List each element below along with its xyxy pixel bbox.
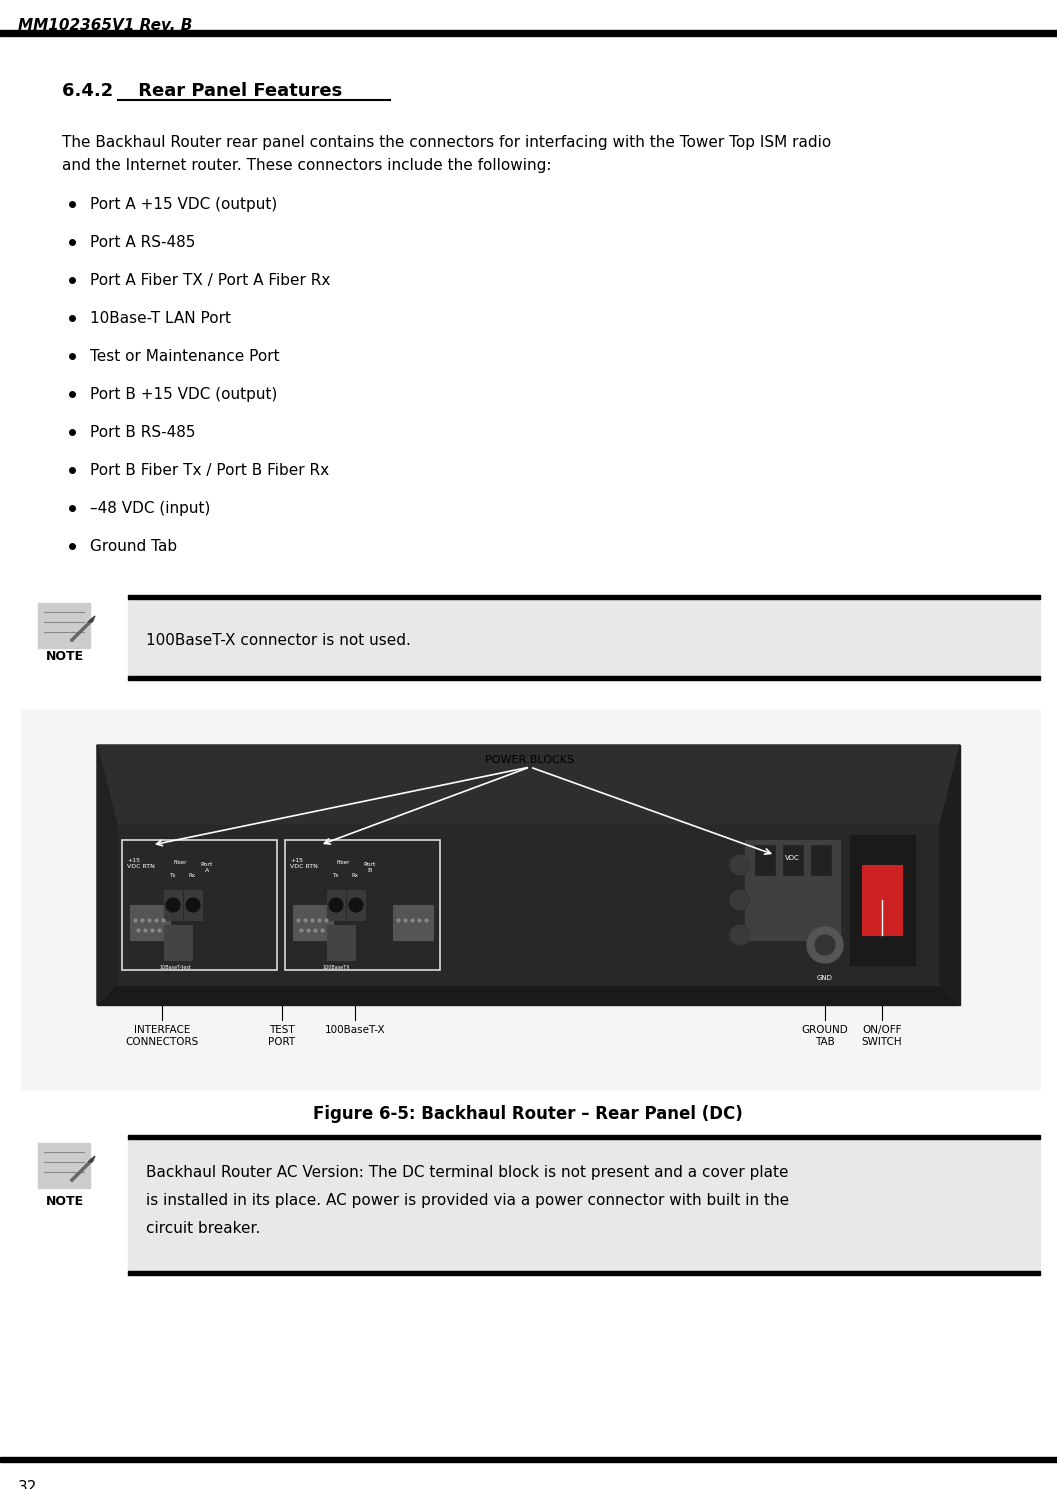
Circle shape <box>806 928 843 963</box>
Text: The Backhaul Router rear panel contains the connectors for interfacing with the : The Backhaul Router rear panel contains … <box>62 135 831 150</box>
Bar <box>0 30 1057 36</box>
Bar <box>850 835 915 965</box>
Bar <box>117 825 940 986</box>
Text: TEST
PORT: TEST PORT <box>268 1024 296 1047</box>
Text: Tx: Tx <box>169 873 175 879</box>
Bar <box>285 840 440 969</box>
Text: 100BaseTX: 100BaseTX <box>322 965 350 969</box>
Text: 6.4.2    Rear Panel Features: 6.4.2 Rear Panel Features <box>62 82 342 100</box>
Text: POWER BLOCKS: POWER BLOCKS <box>485 755 575 765</box>
Text: 100BaseT-X connector is not used.: 100BaseT-X connector is not used. <box>146 633 411 648</box>
Text: 32: 32 <box>18 1480 37 1489</box>
Bar <box>22 710 1040 1090</box>
Bar <box>128 676 1040 680</box>
Bar <box>128 599 1040 680</box>
Bar <box>130 905 170 940</box>
Text: Port
A: Port A <box>201 862 214 873</box>
Bar <box>293 905 333 940</box>
Text: MM102365V1 Rev. B: MM102365V1 Rev. B <box>18 18 192 33</box>
Polygon shape <box>940 744 960 1005</box>
Text: Figure 6-5: Backhaul Router – Rear Panel (DC): Figure 6-5: Backhaul Router – Rear Panel… <box>313 1105 743 1123</box>
Bar <box>38 603 90 648</box>
Text: ON/OFF
SWITCH: ON/OFF SWITCH <box>861 1024 903 1047</box>
Bar <box>128 1135 1040 1139</box>
Text: is installed in its place. AC power is provided via a power connector with built: is installed in its place. AC power is p… <box>146 1193 790 1208</box>
Bar <box>347 890 365 920</box>
Text: GROUND
TAB: GROUND TAB <box>801 1024 849 1047</box>
Text: Port A +15 VDC (output): Port A +15 VDC (output) <box>90 197 277 211</box>
Bar <box>128 596 1040 599</box>
Text: Backhaul Router AC Version: The DC terminal block is not present and a cover pla: Backhaul Router AC Version: The DC termi… <box>146 1164 789 1179</box>
Bar <box>97 744 960 1005</box>
Text: NOTE: NOTE <box>45 651 85 663</box>
Bar <box>128 1139 1040 1275</box>
Bar <box>128 1272 1040 1275</box>
Text: 10BaseT-test: 10BaseT-test <box>159 965 191 969</box>
Bar <box>38 1144 90 1188</box>
Text: Ground Tab: Ground Tab <box>90 539 178 554</box>
Text: +15
VDC RTN: +15 VDC RTN <box>290 858 318 868</box>
Bar <box>164 890 182 920</box>
Bar <box>327 925 355 960</box>
Bar <box>863 865 902 935</box>
Text: circuit breaker.: circuit breaker. <box>146 1221 260 1236</box>
Polygon shape <box>88 616 95 622</box>
Circle shape <box>730 925 750 946</box>
Text: Port B Fiber Tx / Port B Fiber Rx: Port B Fiber Tx / Port B Fiber Rx <box>90 463 329 478</box>
Circle shape <box>730 855 750 876</box>
Circle shape <box>186 898 200 911</box>
Text: INTERFACE
CONNECTORS: INTERFACE CONNECTORS <box>126 1024 199 1047</box>
Circle shape <box>730 890 750 910</box>
Text: Port
B: Port B <box>364 862 376 873</box>
Text: Port A Fiber TX / Port A Fiber Rx: Port A Fiber TX / Port A Fiber Rx <box>90 272 331 287</box>
Bar <box>0 1458 1057 1462</box>
Circle shape <box>815 935 835 954</box>
Text: and the Internet router. These connectors include the following:: and the Internet router. These connector… <box>62 158 552 173</box>
Text: Port B +15 VDC (output): Port B +15 VDC (output) <box>90 387 277 402</box>
Text: 100BaseT-X: 100BaseT-X <box>324 1024 386 1035</box>
Text: Rx: Rx <box>188 873 196 879</box>
Polygon shape <box>97 744 960 825</box>
Circle shape <box>349 898 363 911</box>
Text: 10Base-T LAN Port: 10Base-T LAN Port <box>90 311 231 326</box>
Bar <box>184 890 202 920</box>
Bar <box>811 844 831 876</box>
Bar <box>745 840 840 940</box>
Text: Port A RS-485: Port A RS-485 <box>90 235 196 250</box>
Polygon shape <box>88 1155 95 1161</box>
Bar <box>783 844 803 876</box>
Text: +15
VDC RTN: +15 VDC RTN <box>127 858 155 868</box>
Bar <box>755 844 775 876</box>
Bar <box>122 840 277 969</box>
Text: Port B RS-485: Port B RS-485 <box>90 424 196 441</box>
Text: Test or Maintenance Port: Test or Maintenance Port <box>90 348 280 363</box>
Text: VDC: VDC <box>785 855 800 861</box>
Text: Rx: Rx <box>352 873 358 879</box>
Text: –48 VDC (input): –48 VDC (input) <box>90 500 210 517</box>
Polygon shape <box>97 744 117 1005</box>
Bar <box>164 925 192 960</box>
Circle shape <box>329 898 344 911</box>
Text: Tx: Tx <box>332 873 338 879</box>
Bar <box>393 905 433 940</box>
Text: Fiber: Fiber <box>173 861 187 865</box>
Text: GND: GND <box>817 975 833 981</box>
Text: Fiber: Fiber <box>336 861 350 865</box>
Circle shape <box>166 898 180 911</box>
Bar <box>327 890 345 920</box>
Text: NOTE: NOTE <box>45 1196 85 1208</box>
